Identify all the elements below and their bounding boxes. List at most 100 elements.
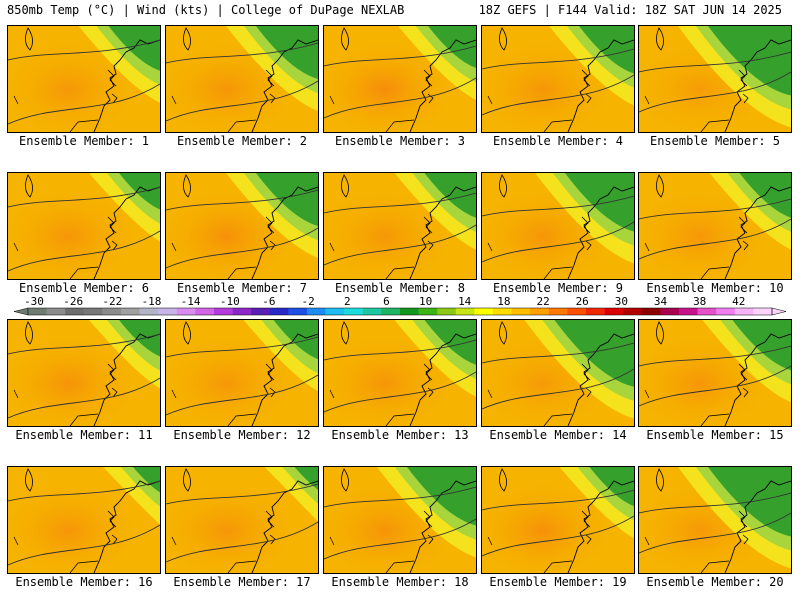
- colorbar-swatch: [697, 308, 717, 315]
- colorbar-tick-label: 34: [654, 296, 668, 308]
- colorbar-swatch: [548, 308, 568, 315]
- temperature-field: [639, 173, 791, 279]
- colorbar-swatch: [251, 308, 271, 315]
- temperature-field: [482, 26, 634, 132]
- colorbar-tick-label: 38: [693, 296, 706, 308]
- temperature-field: [324, 26, 476, 132]
- colorbar-swatch: [586, 308, 605, 315]
- ensemble-member-map: [323, 25, 477, 133]
- colorbar-swatch: [269, 308, 289, 315]
- ensemble-member-map: [165, 466, 319, 574]
- colorbar-swatch: [734, 308, 754, 315]
- colorbar-tick-label: -30: [24, 296, 44, 308]
- temperature-field: [8, 173, 160, 279]
- colorbar-tick-label: -26: [63, 296, 83, 308]
- colorbar-swatch: [716, 308, 736, 315]
- colorbar-tick-label: 14: [458, 296, 472, 308]
- colorbar-swatch: [567, 308, 587, 315]
- ensemble-member-map: [481, 25, 635, 133]
- ensemble-member-label: Ensemble Member: 11: [15, 428, 153, 442]
- ensemble-member-map: [323, 172, 477, 280]
- colorbar-swatch: [455, 308, 475, 315]
- colorbar-tick-label: 2: [344, 296, 351, 308]
- temperature-field: [324, 320, 476, 426]
- colorbar-swatch: [660, 308, 680, 315]
- colorbar-swatch: [362, 308, 382, 315]
- colorbar-swatch: [232, 308, 252, 315]
- temperature-field: [482, 320, 634, 426]
- colorbar-swatch: [195, 308, 215, 315]
- colorbar-swatch: [158, 308, 178, 315]
- colorbar-swatch: [325, 308, 345, 315]
- temperature-field: [639, 320, 791, 426]
- colorbar-swatch: [102, 308, 122, 315]
- colorbar-tick-label: 18: [497, 296, 510, 308]
- colorbar-swatch: [400, 308, 419, 315]
- ensemble-member-map: [323, 466, 477, 574]
- ensemble-member-label: Ensemble Member: 14: [489, 428, 627, 442]
- ensemble-member-label: Ensemble Member: 7: [176, 281, 308, 295]
- colorbar-swatch: [418, 308, 438, 315]
- colorbar-tick-label: -2: [301, 296, 314, 308]
- colorbar-swatch: [139, 308, 159, 315]
- colorbar-swatch: [46, 308, 66, 315]
- colorbar-tick-label: -6: [262, 296, 275, 308]
- ensemble-member-label: Ensemble Member: 18: [331, 575, 469, 589]
- colorbar-swatch: [288, 308, 308, 315]
- colorbar-tick-label: 26: [576, 296, 589, 308]
- ensemble-member-label: Ensemble Member: 16: [15, 575, 153, 589]
- temperature-field: [166, 320, 318, 426]
- temperature-field: [639, 26, 791, 132]
- colorbar-swatch: [641, 308, 661, 315]
- temperature-field: [482, 173, 634, 279]
- ensemble-member-map: [7, 172, 161, 280]
- colorbar-tick-label: 6: [383, 296, 390, 308]
- ensemble-member-label: Ensemble Member: 1: [18, 134, 150, 148]
- colorbar-tick-label: 30: [615, 296, 628, 308]
- colorbar-swatch: [307, 308, 326, 315]
- colorbar-tick-label: -10: [220, 296, 240, 308]
- temperature-field: [482, 467, 634, 573]
- temperature-field: [8, 467, 160, 573]
- colorbar-swatch: [493, 308, 512, 315]
- ensemble-member-label: Ensemble Member: 15: [646, 428, 784, 442]
- ensemble-member-label: Ensemble Member: 8: [334, 281, 466, 295]
- colorbar-swatch: [381, 308, 401, 315]
- ensemble-member-map: [481, 319, 635, 427]
- ensemble-member-label: Ensemble Member: 10: [646, 281, 784, 295]
- ensemble-member-label: Ensemble Member: 2: [176, 134, 308, 148]
- ensemble-member-label: Ensemble Member: 9: [492, 281, 624, 295]
- temperature-field: [166, 26, 318, 132]
- ensemble-member-map: [638, 319, 792, 427]
- ensemble-member-label: Ensemble Member: 5: [649, 134, 781, 148]
- ensemble-member-map: [638, 25, 792, 133]
- ensemble-member-map: [638, 466, 792, 574]
- ensemble-member-map: [165, 319, 319, 427]
- colorbar-swatch: [214, 308, 233, 315]
- colorbar-tick-label: -14: [181, 296, 201, 308]
- ensemble-member-label: Ensemble Member: 6: [18, 281, 150, 295]
- ensemble-member-label: Ensemble Member: 3: [334, 134, 466, 148]
- colorbar-swatch: [176, 308, 196, 315]
- colorbar-swatch: [679, 308, 698, 315]
- run-valid-time: 18Z GEFS | F144 Valid: 18Z SAT JUN 14 20…: [478, 3, 782, 17]
- colorbar-swatch: [604, 308, 624, 315]
- colorbar-left-arrow: [13, 307, 29, 316]
- colorbar-swatch: [530, 308, 550, 315]
- ensemble-member-map: [481, 172, 635, 280]
- ensemble-member-map: [7, 319, 161, 427]
- colorbar-swatch: [437, 308, 457, 315]
- ensemble-member-label: Ensemble Member: 19: [489, 575, 627, 589]
- temperature-colorbar: -30 -26 -22 -18 -14 -10 -6 -2 2 6 10 14 18 22 26 30 34 38…: [13, 296, 787, 316]
- colorbar-swatch: [65, 308, 85, 315]
- temperature-field: [324, 173, 476, 279]
- map-title: 850mb Temp (°C) | Wind (kts) | College o…: [7, 3, 405, 17]
- ensemble-member-map: [165, 172, 319, 280]
- ensemble-member-label: Ensemble Member: 20: [646, 575, 784, 589]
- colorbar-swatch: [28, 308, 47, 315]
- temperature-field: [166, 173, 318, 279]
- colorbar-swatch: [344, 308, 364, 315]
- colorbar-swatch: [474, 308, 494, 315]
- temperature-field: [8, 320, 160, 426]
- colorbar-tick-label: 10: [419, 296, 432, 308]
